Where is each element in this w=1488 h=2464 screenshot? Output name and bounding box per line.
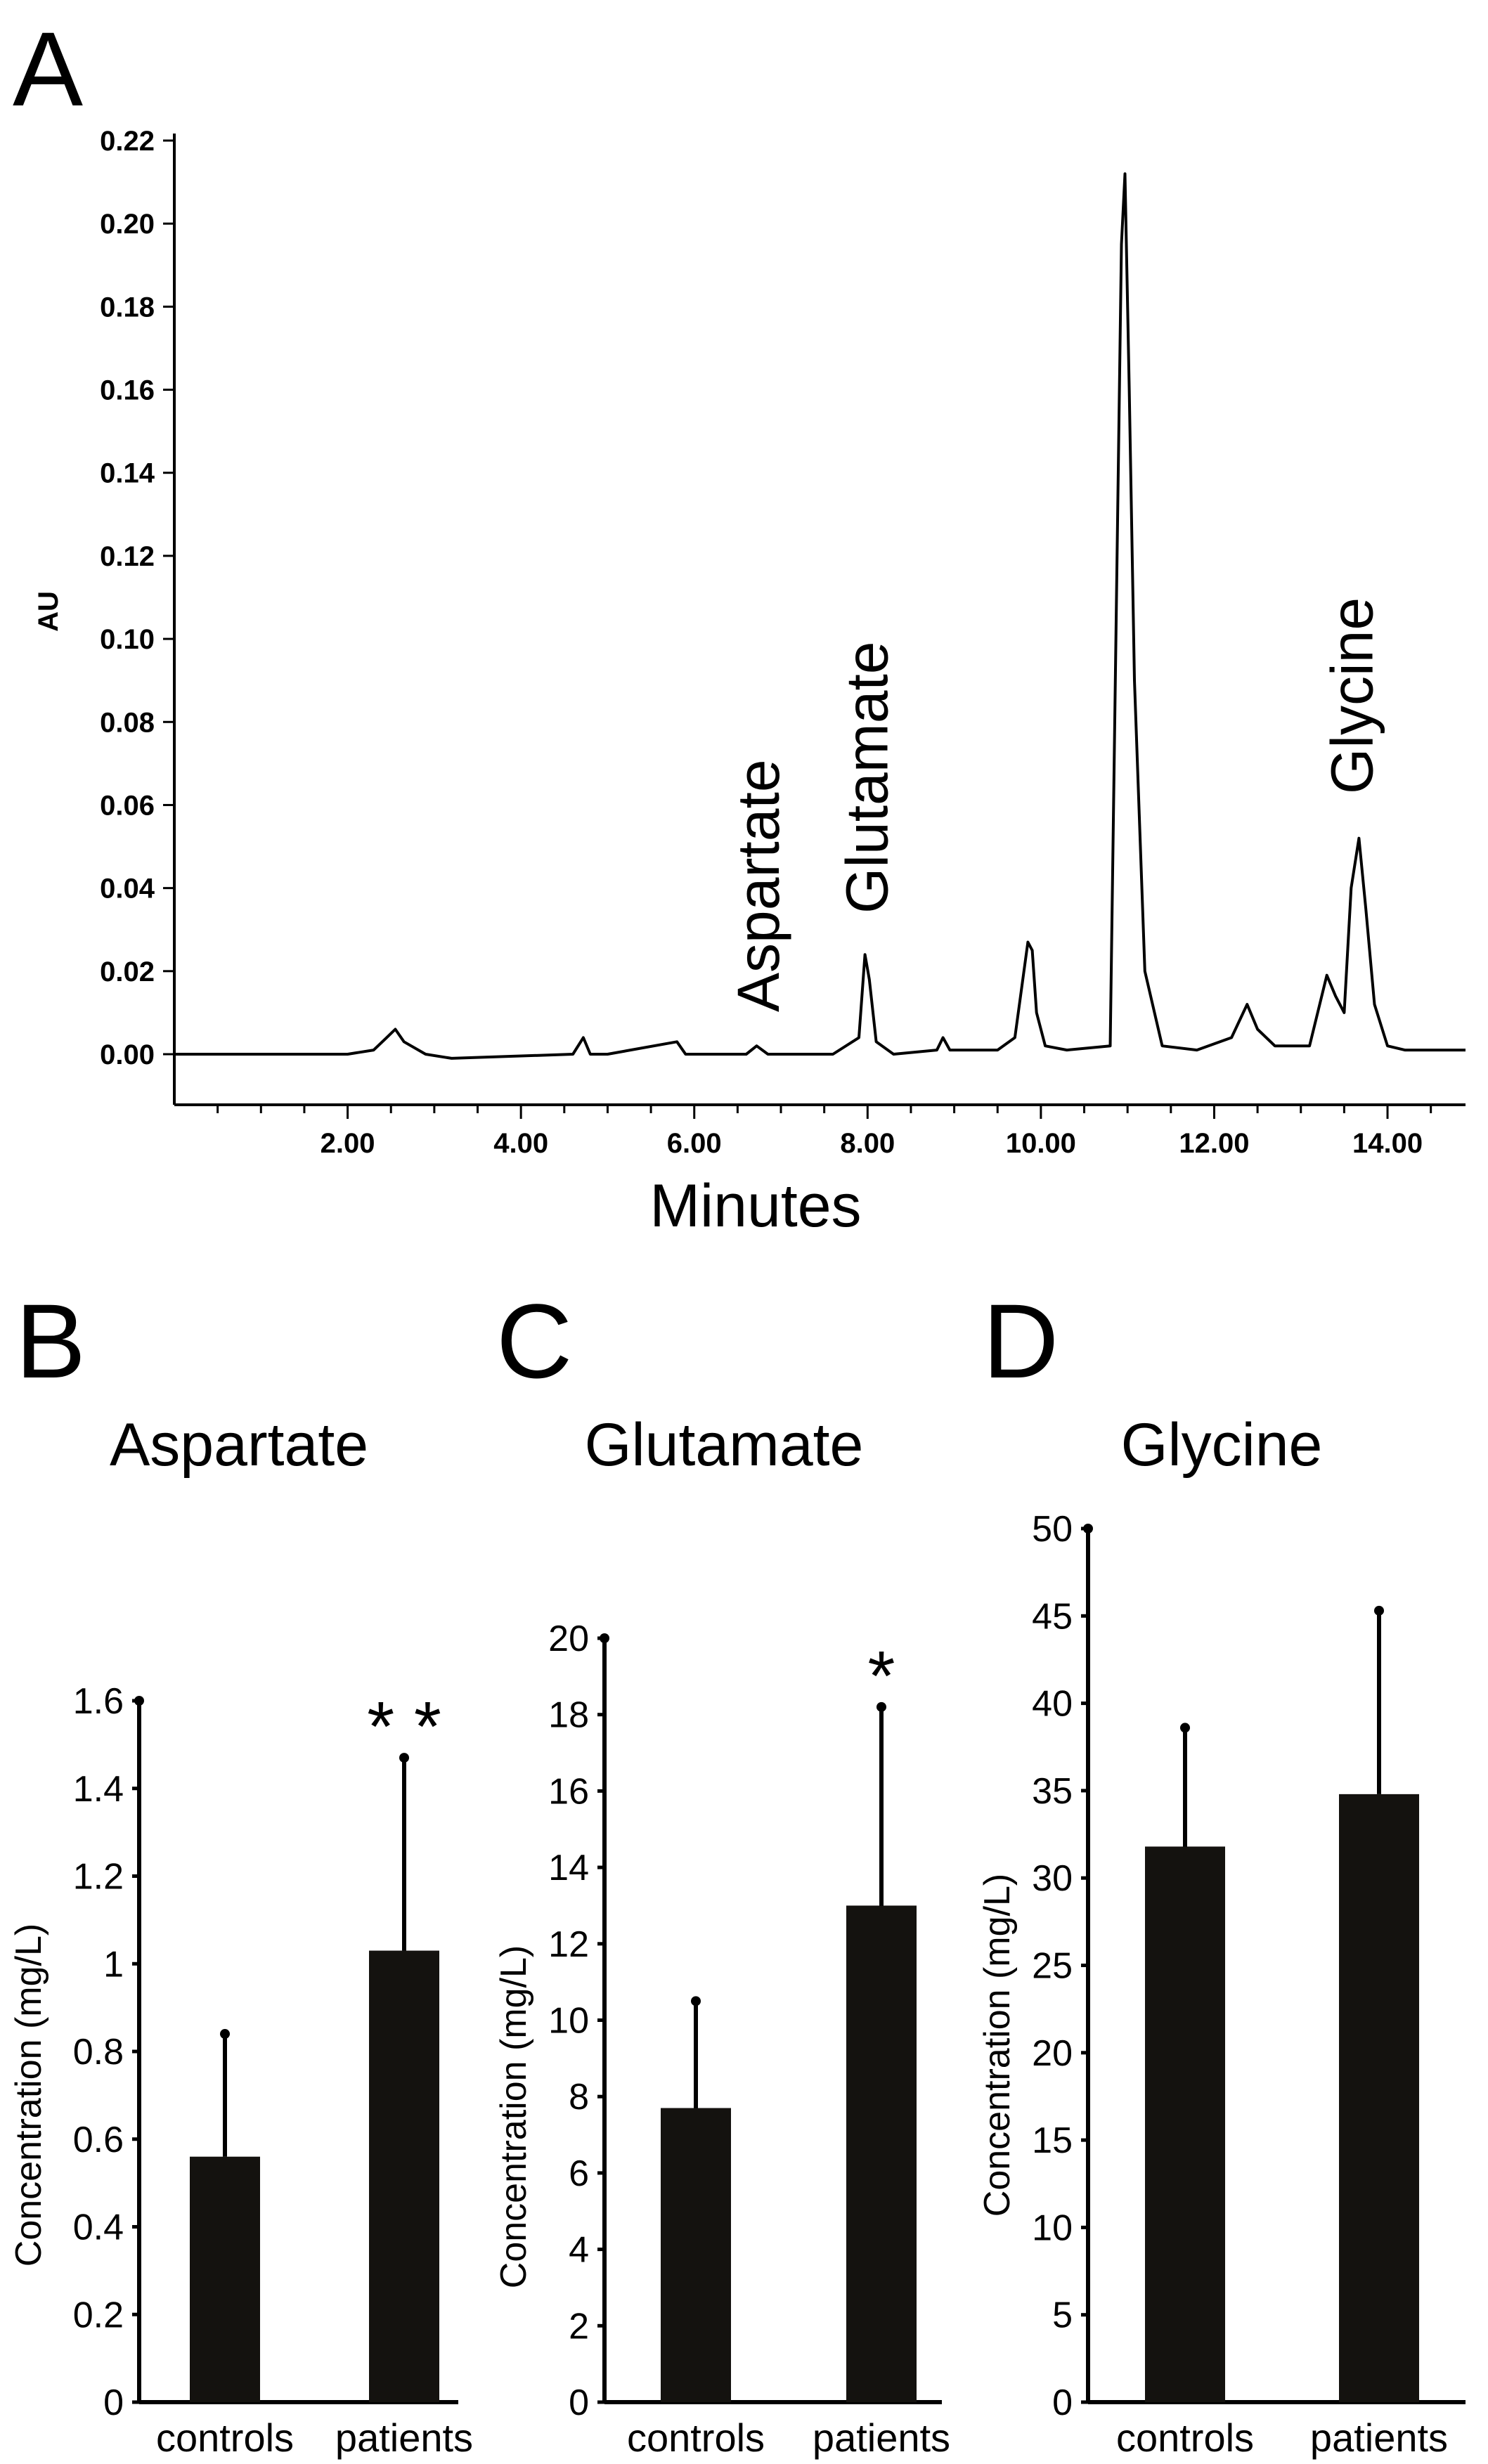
y-tick-label: 0.10 (100, 624, 155, 655)
glycine-title: Glycine (1121, 1411, 1323, 1479)
y-tick-label: 0 (569, 2382, 589, 2423)
y-tick-label: 0.14 (100, 458, 155, 489)
glutamate-panel: C Glutamate Concentration (mg/L) 0 2 4 6 8 10… (493, 1282, 950, 2460)
category-label: patients (1310, 2416, 1448, 2460)
x-tick-label: 2.00 (321, 1128, 375, 1159)
x-tick-label: 12.00 (1179, 1128, 1249, 1159)
y-tick-label: 0.06 (100, 790, 155, 821)
peak-annotations: Aspartate Glutamate Glycine (725, 597, 1385, 1012)
y-tick-label: 0.6 (73, 2120, 124, 2160)
y-tick-label: 0.08 (100, 707, 155, 738)
y-tick-label: 10 (548, 2001, 589, 2042)
y-tick-label: 20 (1032, 2033, 1073, 2074)
y-tick-label: 16 (548, 1771, 589, 1812)
glycine-panel: D Glycine Concentration (mg/L) 0 5 10 15 20 2… (977, 1282, 1466, 2460)
error-bar-cap (691, 1996, 701, 2006)
y-tick-label: 0.02 (100, 957, 155, 987)
glutamate-chart: 0 2 4 6 8 10 12 14 16 18 20 controls patients * (548, 1619, 950, 2460)
peak-label: Aspartate (725, 759, 791, 1012)
x-tick-label: 4.00 (493, 1128, 548, 1159)
bar (369, 1950, 439, 2402)
y-tick-label: 35 (1032, 1771, 1073, 1812)
error-bar-cap (876, 1701, 886, 1712)
category-label: controls (1116, 2416, 1254, 2460)
peak-label: Glycine (1319, 597, 1385, 794)
y-tick-label: 4 (569, 2230, 589, 2271)
y-tick-label: 45 (1032, 1596, 1073, 1637)
y-tick-label: 2 (569, 2306, 589, 2347)
y-tick-label: 0.22 (100, 126, 155, 157)
x-tick-label: 6.00 (667, 1128, 722, 1159)
panel-letter-c: C (496, 1282, 572, 1400)
aspartate-panel: B Aspartate Concentration (mg/L) 0 0.2 0.4… (8, 1282, 473, 2460)
category-label: controls (156, 2416, 294, 2460)
aspartate-chart: 0 0.2 0.4 0.6 0.8 1 1.2 1.4 1.6 controls patients *… (73, 1681, 473, 2460)
category-label: patients (813, 2416, 950, 2460)
y-tick-label: 0.8 (73, 2032, 124, 2073)
category-label: controls (627, 2416, 765, 2460)
y-tick-label: 0.18 (100, 292, 155, 323)
bar (661, 2108, 731, 2402)
y-tick-label: 18 (548, 1695, 589, 1736)
y-tick-label: 30 (1032, 1858, 1073, 1899)
chromatogram-panel: A 0.000.020.040.060.080.100.120.140.160.… (13, 10, 1466, 1240)
aspartate-y-label: Concentration (mg/L) (8, 1924, 49, 2267)
y-tick-label: 15 (1032, 2120, 1073, 2161)
panel-letter-b: B (15, 1282, 86, 1400)
y-tick-label: 1.4 (73, 1769, 124, 1810)
peak-label: Glutamate (834, 641, 900, 914)
error-bar-cap (1180, 1723, 1190, 1733)
y-tick-label: 0.4 (73, 2207, 124, 2248)
significance-marker: * * (367, 1687, 441, 1766)
glycine-y-label: Concentration (mg/L) (977, 1874, 1018, 2217)
y-tick-label: 0.12 (100, 541, 155, 572)
y-tick-label: 50 (1032, 1509, 1073, 1550)
bar (846, 1905, 917, 2402)
y-tick-label: 20 (548, 1619, 589, 1659)
error-bar-cap (220, 2029, 230, 2040)
glutamate-y-label: Concentration (mg/L) (493, 1945, 534, 2288)
y-tick-label: 0.2 (73, 2295, 124, 2335)
chromatogram-y-label: AU (33, 591, 64, 632)
y-tick-label: 10 (1032, 2207, 1073, 2248)
x-tick-label: 10.00 (1006, 1128, 1076, 1159)
bar (1339, 1794, 1419, 2402)
error-bar-cap (399, 1753, 409, 1763)
chromatogram-ticks: 0.00 0.02 0.04 0.06 0.08 0.10 0.12 0.14 0.16 0.18… (100, 126, 1432, 1159)
panel-letter-a: A (13, 10, 83, 128)
y-tick-label: 25 (1032, 1946, 1073, 1987)
glutamate-title: Glutamate (585, 1411, 864, 1479)
y-tick-label: 1.6 (73, 1681, 124, 1722)
y-tick-label: 12 (548, 1924, 589, 1965)
y-tick-label: 0.16 (100, 375, 155, 406)
y-tick-label: 0.20 (100, 209, 155, 240)
bar (190, 2156, 260, 2402)
x-tick-label: 8.00 (840, 1128, 895, 1159)
aspartate-title: Aspartate (110, 1411, 368, 1479)
glycine-chart: 0 5 10 15 20 25 30 35 40 45 50 controls patients (1032, 1509, 1466, 2460)
error-bar-cap (1374, 1605, 1384, 1616)
chromatogram-trace (174, 172, 1466, 1060)
x-tick-label: 14.00 (1352, 1128, 1423, 1159)
y-tick-label: 0 (1052, 2382, 1073, 2423)
y-tick-label: 14 (548, 1848, 589, 1888)
chromatogram-x-label: Minutes (649, 1172, 861, 1240)
y-tick-label: 1.2 (73, 1857, 124, 1898)
y-tick-label: 0.04 (100, 874, 155, 904)
y-tick-label: 0 (103, 2382, 124, 2423)
bar (1145, 1846, 1225, 2402)
y-tick-label: 8 (569, 2077, 589, 2118)
y-tick-label: 5 (1052, 2295, 1073, 2336)
significance-marker: * (868, 1637, 895, 1716)
panel-letter-d: D (983, 1282, 1059, 1400)
y-tick-label: 6 (569, 2153, 589, 2194)
y-tick-label: 40 (1032, 1684, 1073, 1725)
y-tick-label: 1 (103, 1944, 124, 1985)
category-label: patients (335, 2416, 473, 2460)
y-tick-label: 0.00 (100, 1039, 155, 1070)
